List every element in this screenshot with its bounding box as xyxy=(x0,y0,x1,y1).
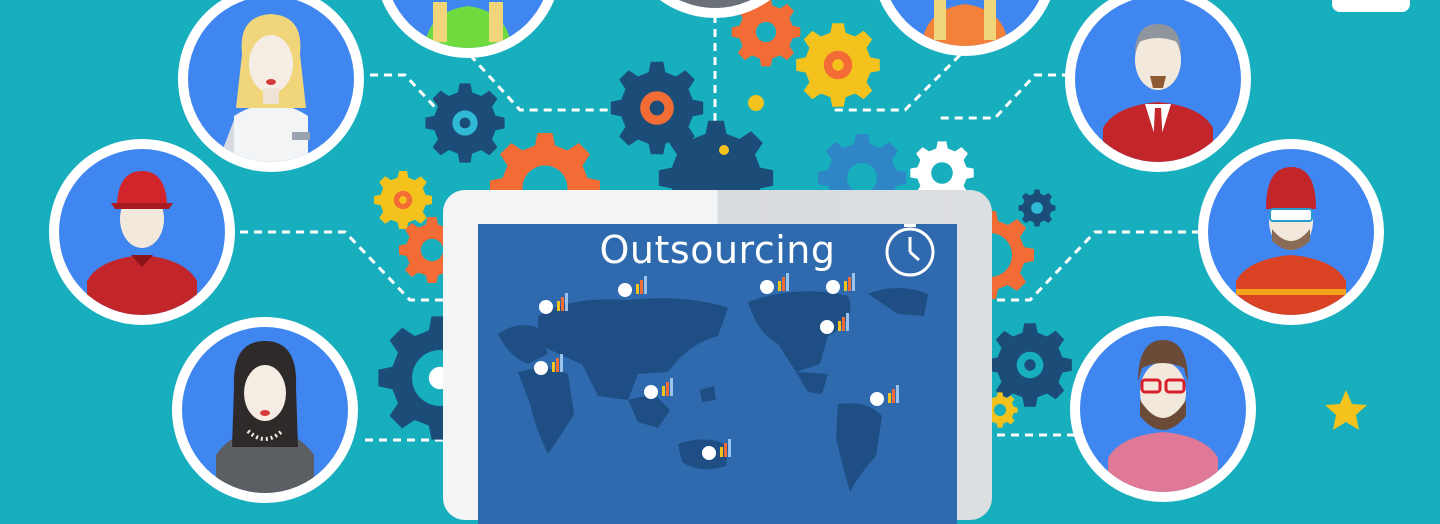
gear-icon xyxy=(399,217,465,283)
world-map xyxy=(498,224,935,492)
bar-chart-icon xyxy=(720,439,731,457)
avatar-man-glasses-beard xyxy=(1070,316,1256,502)
location-marker-icon xyxy=(534,354,563,375)
bar-chart-icon xyxy=(888,385,899,403)
avatar-woman-dark-hair xyxy=(172,317,358,503)
gear-icon xyxy=(731,0,801,67)
decor-dot xyxy=(748,95,764,111)
gear-icon xyxy=(818,134,906,222)
location-marker-icon xyxy=(826,273,855,294)
avatar-woman-orange-top xyxy=(872,0,1058,56)
bar-chart-icon xyxy=(778,273,789,291)
gear-icon xyxy=(988,323,1072,407)
bar-chart-icon xyxy=(552,354,563,372)
gear-icon xyxy=(982,392,1018,428)
location-marker-icon xyxy=(870,385,899,406)
tablet-device: Outsourcing xyxy=(443,190,992,524)
gear-icon xyxy=(796,23,880,107)
bar-chart-icon xyxy=(557,293,568,311)
outsourcing-illustration: Outsourcing xyxy=(49,0,1410,524)
gear-icon xyxy=(910,141,974,205)
bar-chart-icon xyxy=(636,276,647,294)
bar-chart-icon xyxy=(662,378,673,396)
avatar-man-red-cap xyxy=(49,139,235,325)
bar-chart-icon xyxy=(838,313,849,331)
gear-icon xyxy=(425,83,505,163)
location-marker-icon xyxy=(618,276,647,297)
location-marker-icon xyxy=(539,293,568,314)
location-marker-icon xyxy=(760,273,789,294)
corner-tab xyxy=(1332,0,1410,12)
location-marker-icon xyxy=(820,313,849,334)
gear-icon xyxy=(373,170,433,230)
screen-title: Outsourcing xyxy=(599,228,836,272)
gear-icon xyxy=(610,61,704,155)
avatar-woman-green-top xyxy=(375,0,561,58)
star-icon xyxy=(1325,390,1367,430)
clock-icon xyxy=(885,224,935,277)
avatar-man-beanie xyxy=(1198,139,1384,325)
gear-icon xyxy=(1018,189,1056,227)
location-marker-icon xyxy=(702,439,731,460)
tablet-screen: Outsourcing xyxy=(478,224,957,524)
decor-dot xyxy=(719,145,729,155)
bar-chart-icon xyxy=(844,273,855,291)
avatar-man-red-suit xyxy=(1065,0,1251,172)
location-marker-icon xyxy=(644,378,673,399)
avatar-woman-blonde xyxy=(178,0,364,172)
